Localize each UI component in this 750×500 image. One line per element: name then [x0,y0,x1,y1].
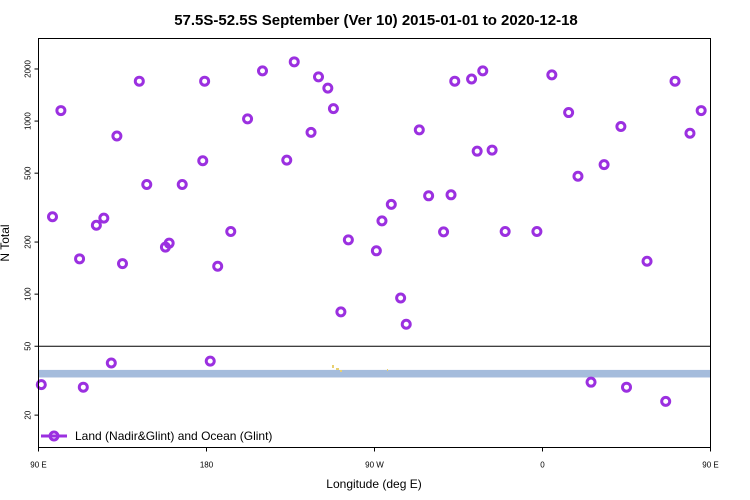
data-point [47,211,58,223]
data-point [370,245,382,257]
data-point [327,103,339,115]
chart-title: 57.5S-52.5S September (Ver 10) 2015-01-0… [174,12,578,29]
y-tick-label: 2000 [24,60,33,78]
data-point [257,65,268,77]
data-point [684,127,696,139]
data-point [288,56,300,68]
y-tick-label: 20 [24,410,33,419]
y-tick-label: 50 [24,341,33,350]
data-point [660,395,672,407]
y-tick-label: 100 [24,287,33,301]
data-point [400,318,412,330]
data-point [111,130,123,142]
data-point [55,105,67,117]
legend-label: Land (Nadir&Glint) and Ocean (Glint) [75,429,272,443]
land-band-speck [336,368,339,370]
data-point [445,189,457,201]
data-point [105,357,117,369]
data-points [35,56,707,407]
data-point [572,170,584,182]
data-point [204,355,216,367]
data-point [305,126,317,138]
data-point [471,145,483,157]
data-point [133,75,145,87]
data-point [322,82,334,94]
data-point [313,71,324,83]
legend: Land (Nadir&Glint) and Ocean (Glint) [41,429,272,443]
data-point [449,75,461,87]
plot-area [35,38,711,448]
data-point [563,107,575,119]
data-point [90,219,102,231]
data-point [77,381,89,393]
land-band-noise [332,365,388,372]
data-point [385,198,397,210]
x-tick-label: 90 E [30,461,46,470]
data-point [197,155,209,167]
data-point [242,113,254,125]
land-band-speck [340,370,342,372]
y-axis-label: N Total [0,224,12,261]
data-point [531,226,543,238]
data-point [225,226,237,238]
data-point [74,253,86,265]
x-tick-label: 0 [540,461,545,470]
data-point [163,237,175,249]
data-point [695,105,707,117]
land-band-speck [332,365,334,368]
data-point [641,255,653,267]
x-axis-label: Longitude (deg E) [326,477,421,491]
data-point [477,65,489,77]
x-axis: 90 E 180 90 W 0 90 E [30,447,719,470]
data-point [621,381,632,393]
data-point [413,124,425,136]
land-band [38,369,711,378]
data-point [335,306,347,318]
data-point [35,379,47,391]
data-point [486,144,498,156]
data-point [423,190,435,202]
data-point [199,75,211,87]
data-point [466,73,478,85]
x-tick-label: 90 E [702,461,718,470]
data-point [281,154,293,166]
data-point [598,159,610,171]
data-point [499,226,511,238]
data-point [376,215,388,227]
data-point [669,75,681,87]
data-point [438,226,450,238]
data-point [117,258,128,270]
data-point [98,212,110,224]
data-point [395,292,407,304]
y-axis: 20 50 100 200 500 1000 2000 [24,60,39,420]
data-point [546,69,558,81]
y-tick-label: 500 [24,166,33,180]
x-tick-label: 90 W [365,461,384,470]
data-point [141,179,153,191]
data-point [585,376,597,388]
data-point [342,234,354,246]
y-tick-label: 200 [24,235,33,249]
land-band-speck [387,369,388,371]
data-point [176,179,188,191]
x-tick-label: 180 [200,461,214,470]
data-point [212,260,224,272]
y-tick-label: 1000 [24,112,33,130]
legend-marker [48,430,60,442]
data-point [615,121,627,133]
